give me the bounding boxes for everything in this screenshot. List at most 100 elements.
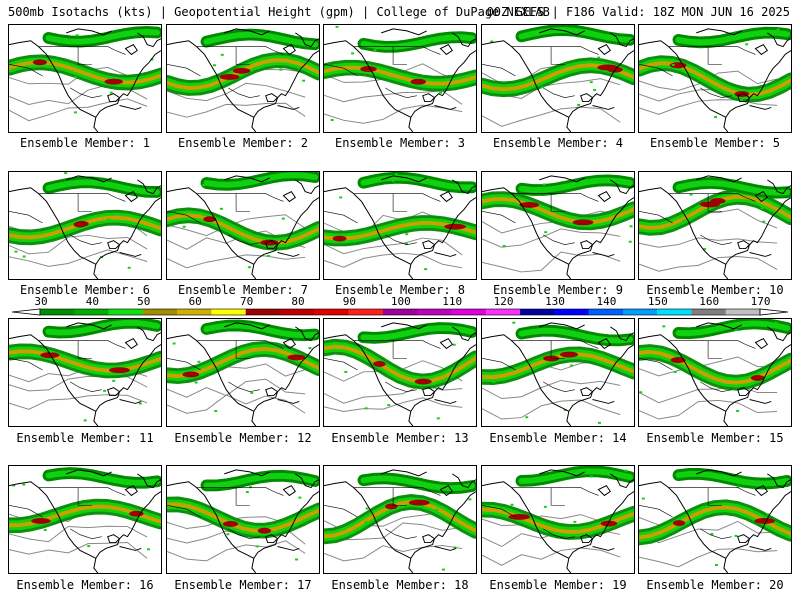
isotach-map: [482, 466, 634, 573]
isotach-map: [324, 172, 476, 279]
ensemble-map-panel: [481, 318, 635, 427]
ensemble-map-panel: [323, 24, 477, 133]
colorbar-scale: [11, 308, 789, 316]
ensemble-map-panel: [8, 318, 162, 427]
colorbar-label: 110: [442, 295, 463, 308]
isotach-map: [639, 26, 791, 132]
ensemble-member-label: Ensemble Member: 8: [334, 283, 466, 297]
ensemble-member-label: Ensemble Member: 20: [646, 578, 784, 592]
colorbar-swatch: [348, 309, 384, 315]
ensemble-map-panel: [323, 465, 477, 574]
ensemble-map-panel: [166, 171, 320, 280]
colorbar-swatch: [417, 309, 452, 315]
isotach-map: [167, 172, 319, 279]
isotach-map: [639, 319, 791, 426]
colorbar-swatch: [314, 309, 349, 315]
colorbar-label: 90: [342, 295, 357, 308]
isotach-map: [324, 322, 476, 426]
colorbar-swatch: [245, 309, 281, 315]
ensemble-member-label: Ensemble Member: 18: [331, 578, 469, 592]
colorbar-label: 30: [34, 295, 48, 308]
colorbar-swatch: [211, 309, 246, 315]
ensemble-member-label: Ensemble Member: 2: [177, 136, 309, 150]
colorbar-label: 80: [291, 295, 305, 308]
ensemble-map-panel: [323, 318, 477, 427]
isotach-map: [167, 469, 319, 573]
header-run-info: 00Z GEFS | F186 Valid: 18Z MON JUN 16 20…: [486, 5, 790, 19]
colorbar-swatch: [74, 309, 109, 315]
ensemble-map-panel: [8, 465, 162, 574]
colorbar-swatch: [554, 309, 589, 315]
isotach-map: [167, 28, 319, 132]
ensemble-member-label: Ensemble Member: 9: [492, 283, 624, 297]
ensemble-map-panel: [166, 24, 320, 133]
ensemble-map-panel: [481, 24, 635, 133]
colorbar-swatch: [280, 309, 315, 315]
ensemble-member-label: Ensemble Member: 17: [174, 578, 312, 592]
ensemble-map-panel: [166, 465, 320, 574]
ensemble-member-label: Ensemble Member: 13: [331, 431, 469, 445]
colorbar-swatch: [177, 309, 212, 315]
ensemble-member-label: Ensemble Member: 4: [492, 136, 624, 150]
colorbar-swatch: [485, 309, 521, 315]
colorbar-swatch: [40, 309, 75, 315]
colorbar-swatch: [142, 309, 178, 315]
ensemble-member-label: Ensemble Member: 6: [19, 283, 151, 297]
colorbar-label: 40: [85, 295, 100, 308]
ensemble-map-panel: [638, 465, 792, 574]
colorbar-swatch: [588, 309, 624, 315]
ensemble-member-label: Ensemble Member: 12: [174, 431, 312, 445]
ensemble-map-panel: [166, 318, 320, 427]
colorbar-swatch: [108, 309, 144, 315]
isotach-map: [9, 172, 161, 279]
ensemble-member-label: Ensemble Member: 15: [646, 431, 784, 445]
isotach-map: [167, 319, 319, 426]
ensemble-map-panel: [8, 171, 162, 280]
colorbar-label: 170: [750, 295, 771, 308]
colorbar-swatch: [657, 309, 692, 315]
isotach-map: [324, 469, 476, 573]
colorbar-label: 130: [545, 295, 565, 308]
isotach-map: [639, 175, 791, 279]
colorbar-swatch: [451, 309, 486, 315]
colorbar-label: 140: [596, 295, 617, 308]
ensemble-member-label: Ensemble Member: 5: [649, 136, 781, 150]
colorbar-label: 160: [699, 295, 720, 308]
colorbar-label: 120: [493, 295, 514, 308]
isotach-map: [9, 25, 161, 132]
isotach-map: [639, 468, 791, 573]
ensemble-map-panel: [323, 171, 477, 280]
header-title: 500mb Isotachs (kts) | Geopotential Heig…: [8, 5, 550, 19]
ensemble-map-panel: [638, 171, 792, 280]
colorbar-label: 150: [647, 295, 668, 308]
ensemble-map-panel: [638, 318, 792, 427]
colorbar-label: 100: [390, 295, 411, 308]
isotach-map: [482, 321, 634, 426]
ensemble-member-label: Ensemble Member: 3: [334, 136, 466, 150]
colorbar: 30 40 50 60 70 80 90 100 110 120 130 140 150 160 170: [0, 296, 800, 318]
colorbar-swatch: [691, 309, 726, 315]
ensemble-map-panel: [481, 171, 635, 280]
colorbar-swatch: [725, 309, 761, 315]
colorbar-swatch: [622, 309, 658, 315]
ensemble-map-panel: [481, 465, 635, 574]
isotach-map: [482, 25, 634, 132]
ensemble-member-label: Ensemble Member: 16: [16, 578, 154, 592]
colorbar-swatch: [382, 309, 418, 315]
ensemble-map-panel: [638, 24, 792, 133]
colorbar-label: 50: [137, 295, 151, 308]
ensemble-member-label: Ensemble Member: 1: [19, 136, 151, 150]
ensemble-member-label: Ensemble Member: 11: [16, 431, 154, 445]
colorbar-swatch: [520, 309, 555, 315]
isotach-map: [482, 174, 634, 279]
isotach-map: [9, 467, 161, 573]
ensemble-member-label: Ensemble Member: 7: [177, 283, 309, 297]
ensemble-member-label: Ensemble Member: 10: [646, 283, 784, 297]
header: 500mb Isotachs (kts) | Geopotential Heig…: [0, 0, 800, 22]
ensemble-map-panel: [8, 24, 162, 133]
isotach-map: [9, 319, 161, 426]
isotach-map: [324, 25, 476, 132]
ensemble-member-label: Ensemble Member: 19: [489, 578, 627, 592]
ensemble-member-label: Ensemble Member: 14: [489, 431, 627, 445]
colorbar-label: 60: [188, 295, 202, 308]
